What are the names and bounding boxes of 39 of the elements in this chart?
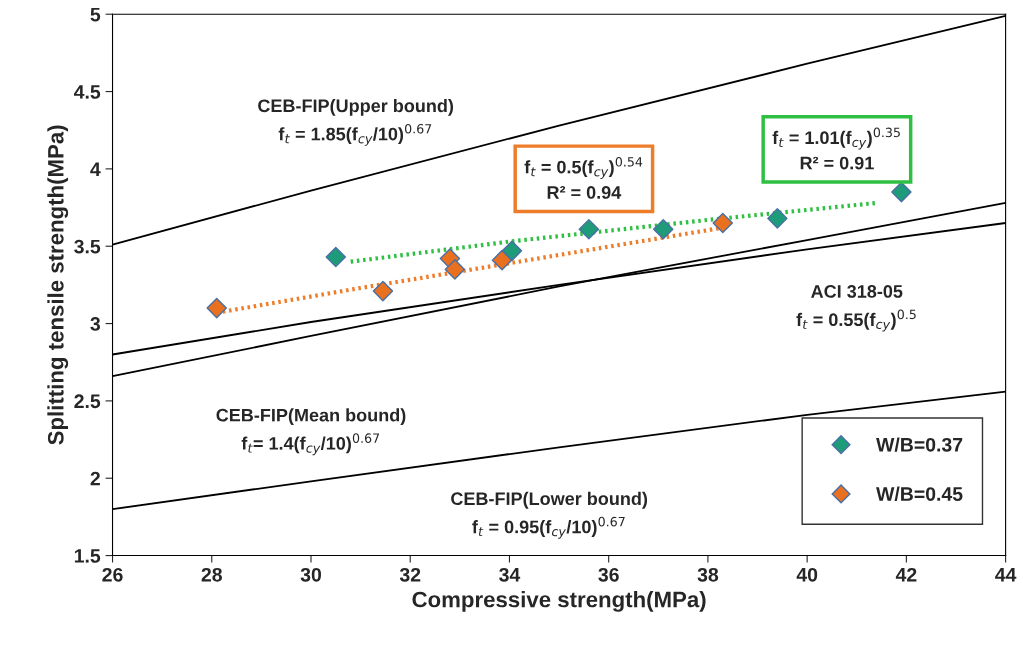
x-tick-label: 42 bbox=[895, 567, 917, 582]
point bbox=[712, 212, 734, 234]
point bbox=[372, 280, 394, 302]
text: f$_{t}$ = 1.01(f$_{cy}$)$^{0.35}$ R² = 0.91 bbox=[772, 127, 900, 170]
x-tick-label: 32 bbox=[399, 567, 421, 582]
point bbox=[767, 208, 788, 229]
x-tick-label: 28 bbox=[201, 567, 222, 582]
x-tick-label: 34 bbox=[499, 567, 521, 582]
point bbox=[501, 240, 523, 262]
y-tick-label: 2 bbox=[90, 471, 100, 486]
x-axis-title: Compressive strength(MPa) bbox=[412, 591, 706, 612]
y-tick-label: 5 bbox=[90, 7, 101, 22]
annotation: CEB-FIP(Upper bound) f$_{t}$ = 1.85(f$_{cy}$/10)$^{0.67}$ bbox=[258, 98, 454, 146]
point bbox=[206, 297, 227, 319]
y-tick-label: 4.5 bbox=[73, 85, 101, 99]
point bbox=[891, 181, 912, 203]
point bbox=[578, 218, 600, 240]
annotation: CEB-FIP(Mean bound) f$_{t}$= 1.4(f$_{cy}$/10)$^{0.67}$ bbox=[216, 408, 406, 456]
y-tick-label: 3.5 bbox=[74, 239, 101, 254]
y-tick-label: 3 bbox=[90, 317, 101, 331]
text: f$_{t}$ = 0.5(f$_{cy}$)$^{0.54}$ R² = 0.94 bbox=[524, 157, 643, 199]
legend-label: W/B=0.37 bbox=[876, 437, 963, 452]
x-tick-label: 40 bbox=[796, 567, 818, 582]
point bbox=[325, 246, 347, 268]
x-tick-label: 36 bbox=[598, 567, 619, 582]
point bbox=[491, 249, 513, 271]
y-tick-label: 1.5 bbox=[74, 549, 101, 563]
y-tick-label: 2.5 bbox=[74, 394, 101, 409]
point bbox=[652, 218, 674, 240]
legend-label: W/B=0.45 bbox=[876, 486, 963, 502]
x-tick-label: 26 bbox=[102, 567, 123, 582]
y-tick-label: 4 bbox=[90, 162, 101, 176]
x-tick-label: 30 bbox=[300, 567, 322, 582]
annotation: CEB-FIP(Lower bound) f$_{t}$ = 0.95(f$_{cy}$/10)$^{0.67}$ bbox=[451, 491, 648, 539]
y-axis-title: Splitting tensile strength(MPa) bbox=[47, 125, 69, 445]
annotation: ACI 318-05 f$_{t}$ = 0.55(f$_{cy}$)$^{0.5}$ bbox=[796, 285, 916, 332]
x-tick-label: 38 bbox=[697, 567, 719, 582]
x-tick-label: 44 bbox=[995, 568, 1017, 582]
point bbox=[444, 259, 466, 280]
